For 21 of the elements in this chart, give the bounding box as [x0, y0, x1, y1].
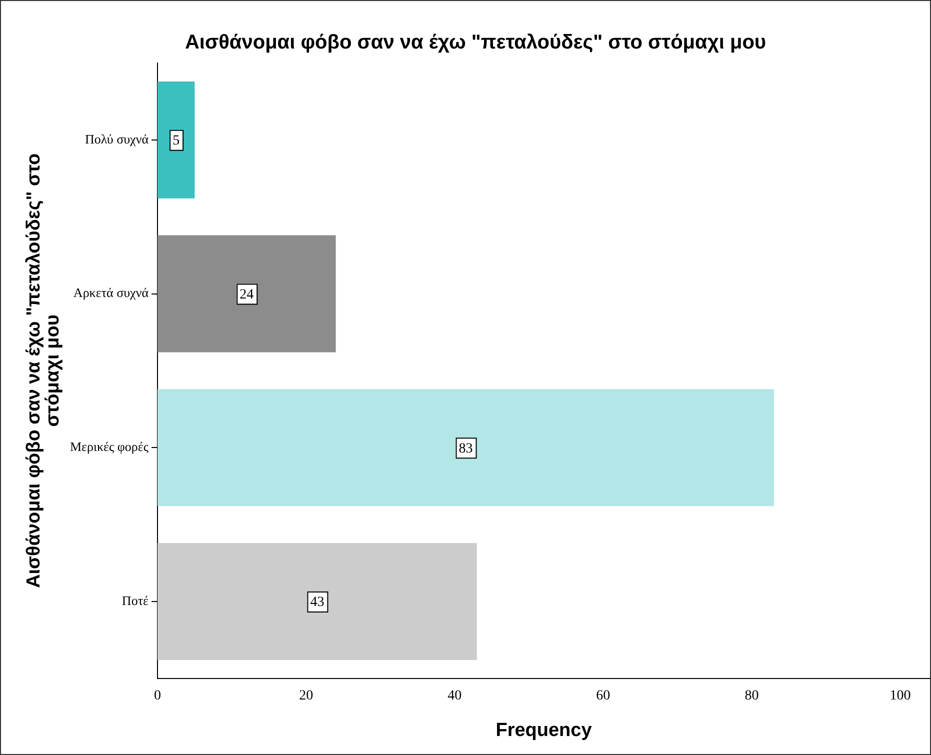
x-tick-label: 0: [154, 688, 162, 704]
chart-title: Αισθάνομαι φόβο σαν να έχω "πεταλούδες" στο στόμαχι μου: [184, 32, 766, 54]
bar: [158, 543, 477, 660]
y-axis-title: Αισθάνομαι φόβο σαν να έχω "πεταλούδες" στο στόμαχι μου: [24, 153, 64, 588]
bar: [158, 389, 774, 506]
x-tick-label: 20: [299, 688, 314, 704]
y-tick-label: Πολύ συχνά: [84, 131, 149, 146]
y-tick-label: Μερικές φορές: [70, 439, 150, 454]
x-tick-label: 100: [890, 688, 911, 704]
x-tick-label: 60: [596, 688, 610, 704]
y-tick-label: Αρκετά συχνά: [73, 285, 149, 300]
x-tick-label: 40: [448, 688, 462, 704]
data-label: 43: [310, 595, 324, 610]
data-label: 24: [240, 287, 254, 302]
y-tick-label: Ποτέ: [122, 592, 150, 608]
bar: [158, 235, 336, 352]
data-label: 5: [172, 134, 180, 149]
bar: [158, 81, 195, 198]
data-label: 83: [458, 441, 473, 456]
x-axis-title: Frequency: [496, 720, 592, 741]
x-tick-label: 80: [744, 688, 759, 704]
